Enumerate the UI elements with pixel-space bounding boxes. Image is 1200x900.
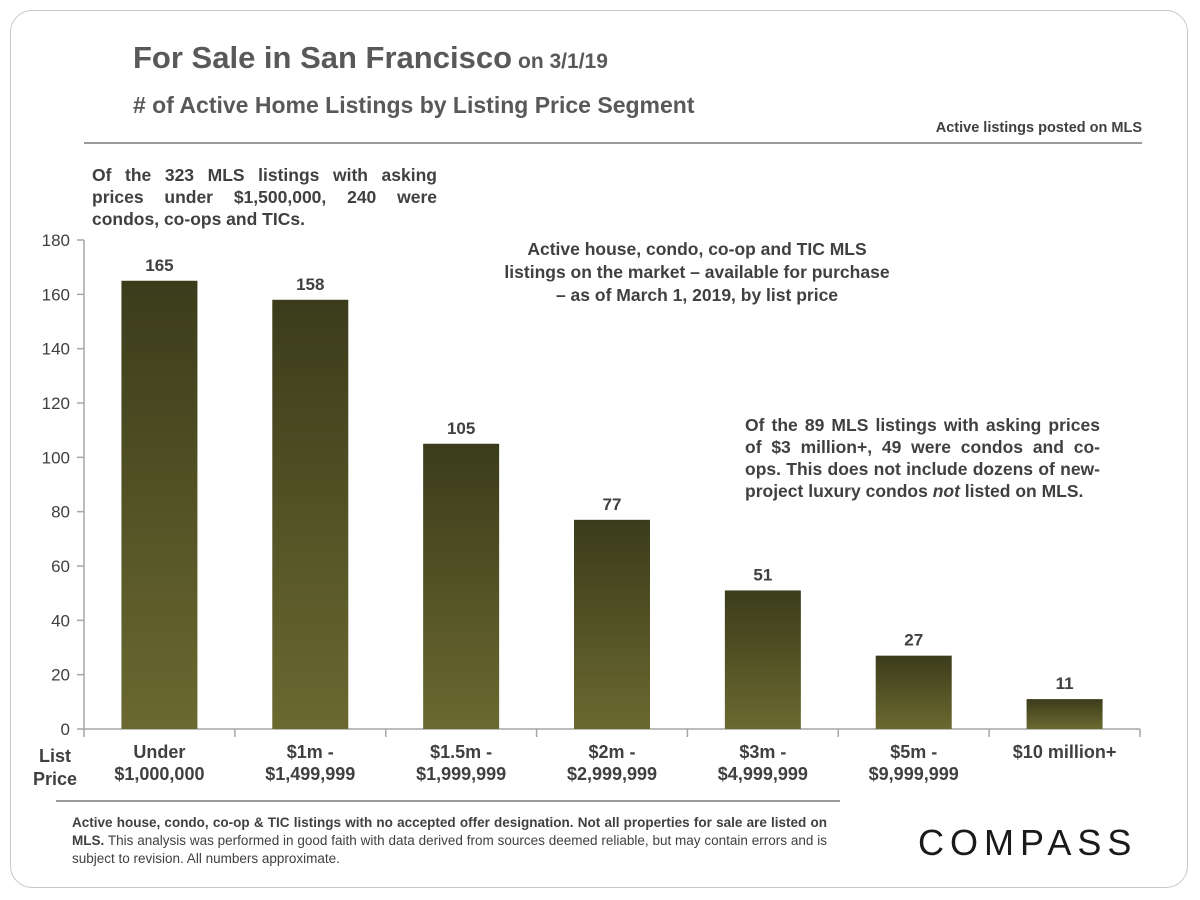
y-tick-label: 0 bbox=[61, 720, 70, 739]
compass-logo: COMPASS bbox=[918, 822, 1138, 863]
bar-value-label: 77 bbox=[603, 495, 622, 514]
bar bbox=[423, 443, 500, 729]
annotation-line-3: – as of March 1, 2019, by list price bbox=[555, 285, 839, 305]
x-category-label: $1,999,999 bbox=[416, 764, 506, 784]
x-category-label: $1,499,999 bbox=[265, 764, 355, 784]
y-tick-label: 140 bbox=[42, 340, 70, 359]
x-category-label: $10 million+ bbox=[1013, 742, 1117, 762]
bar-value-label: 105 bbox=[447, 419, 475, 438]
top-divider bbox=[84, 142, 1142, 144]
annotation-line-1: Active house, condo, co-op and TIC MLS bbox=[527, 239, 867, 259]
bar bbox=[724, 590, 801, 729]
bar-value-label: 165 bbox=[145, 256, 173, 275]
bar bbox=[1026, 699, 1103, 729]
annotation-under-1-5m-text: Of the 323 MLS listings with asking pric… bbox=[92, 165, 437, 229]
annotation-3m-text-a: Of the 89 MLS listings with asking price… bbox=[745, 415, 1100, 501]
x-category-label: $3m - bbox=[739, 742, 786, 762]
x-category-label: $2,999,999 bbox=[567, 764, 657, 784]
x-axis-label: List bbox=[39, 746, 71, 766]
bar-value-label: 51 bbox=[753, 565, 772, 584]
x-category-label: $4,999,999 bbox=[718, 764, 808, 784]
annotation-line-2: listings on the market – available for p… bbox=[504, 262, 890, 282]
footer-disclaimer: Active house, condo, co-op & TIC listing… bbox=[72, 814, 827, 868]
title-main: For Sale in San Francisco bbox=[133, 40, 513, 75]
y-tick-label: 80 bbox=[51, 503, 70, 522]
y-tick-label: 100 bbox=[42, 448, 70, 467]
y-tick-label: 40 bbox=[51, 611, 70, 630]
bar-value-label: 158 bbox=[296, 275, 324, 294]
annotation-3m-plus: Of the 89 MLS listings with asking price… bbox=[745, 414, 1100, 502]
y-tick-label: 20 bbox=[51, 666, 70, 685]
slide-card bbox=[10, 10, 1188, 888]
y-tick-label: 180 bbox=[42, 231, 70, 250]
bar bbox=[121, 280, 198, 729]
annotation-3m-text-b: listed on MLS. bbox=[959, 481, 1084, 501]
bar-value-label: 11 bbox=[1056, 674, 1074, 693]
x-category-label: $5m - bbox=[890, 742, 937, 762]
bar bbox=[574, 519, 650, 729]
bar bbox=[875, 655, 952, 729]
y-tick-label: 120 bbox=[42, 394, 70, 413]
annotation-3m-emphasis: not bbox=[932, 481, 960, 501]
chart-title: For Sale in San Francisco on 3/1/19 bbox=[133, 40, 608, 76]
y-tick-label: 160 bbox=[42, 285, 70, 304]
annotation-chart-description: Active house, condo, co-op and TIC MLS l… bbox=[458, 238, 936, 307]
chart-subtitle: # of Active Home Listings by Listing Pri… bbox=[133, 92, 695, 118]
footer-bold-text: Active house, condo, co-op & TIC listing… bbox=[72, 815, 827, 848]
annotation-under-1-5m: Of the 323 MLS listings with asking pric… bbox=[92, 164, 437, 230]
x-category-label: $1,000,000 bbox=[114, 764, 204, 784]
x-category-label: $1.5m - bbox=[430, 742, 492, 762]
footer-regular-text: This analysis was performed in good fait… bbox=[72, 833, 827, 866]
annotation-3m-plus-text: Of the 89 MLS listings with asking price… bbox=[745, 414, 1100, 502]
title-date: on 3/1/19 bbox=[518, 50, 608, 73]
bar bbox=[272, 299, 349, 729]
x-category-label: Under bbox=[133, 742, 185, 762]
source-note: Active listings posted on MLS bbox=[935, 120, 1142, 136]
footer-divider bbox=[56, 800, 840, 802]
x-category-label: $9,999,999 bbox=[869, 764, 959, 784]
bar-value-label: 27 bbox=[904, 631, 923, 650]
y-tick-label: 60 bbox=[51, 557, 70, 576]
x-category-label: $2m - bbox=[588, 742, 635, 762]
x-category-label: $1m - bbox=[287, 742, 334, 762]
x-axis-label: Price bbox=[33, 769, 77, 789]
